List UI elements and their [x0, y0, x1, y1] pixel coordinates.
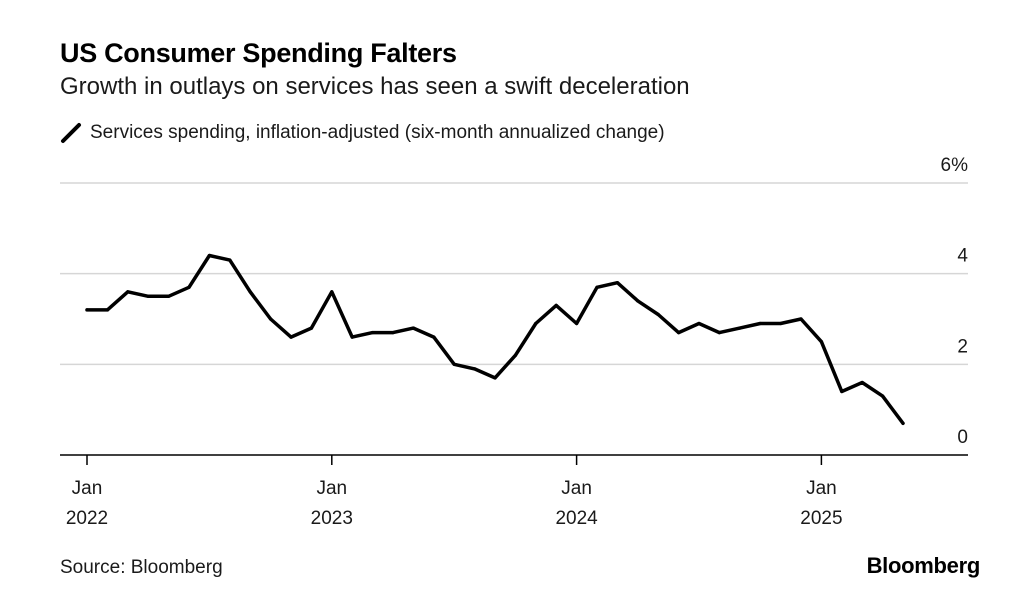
data-point [207, 253, 211, 258]
data-point [248, 290, 252, 294]
data-point [371, 331, 375, 335]
data-point [677, 331, 681, 335]
data-point [881, 394, 885, 398]
x-tick-label-month: Jan [561, 478, 592, 499]
data-point [717, 331, 722, 335]
x-tick-label-year: 2025 [800, 508, 842, 529]
data-point [85, 308, 89, 312]
data-point [901, 421, 905, 425]
data-point [697, 321, 701, 326]
data-point [411, 326, 415, 330]
x-tick-label-month: Jan [806, 478, 837, 499]
x-tick-label-year: 2023 [311, 508, 353, 529]
data-point [513, 353, 518, 357]
series-line-services-spending [85, 253, 905, 426]
data-point [289, 335, 293, 339]
x-tick-label-month: Jan [316, 478, 347, 499]
legend-label: Services spending, inflation-adjusted (s… [90, 122, 665, 143]
chart-title: US Consumer Spending Falters [60, 38, 457, 68]
data-point [452, 362, 456, 366]
data-point [534, 321, 538, 326]
y-tick-label: 4 [957, 246, 968, 267]
data-point [738, 326, 742, 330]
data-point [636, 299, 640, 303]
grid-lines [60, 182, 968, 366]
series-layer [85, 253, 905, 426]
data-point [330, 290, 334, 294]
data-point [146, 294, 150, 298]
data-point [167, 294, 171, 298]
data-point [575, 321, 579, 326]
legend: Services spending, inflation-adjusted (s… [60, 122, 665, 144]
data-point [493, 376, 497, 380]
data-point [432, 335, 436, 339]
y-tick-label: 6% [941, 155, 969, 176]
chart-subtitle: Growth in outlays on services has seen a… [60, 73, 690, 100]
legend-line-icon [61, 123, 81, 143]
data-point [187, 285, 191, 289]
data-point [595, 285, 599, 289]
data-point [228, 258, 232, 262]
data-point [126, 290, 130, 294]
data-point [350, 335, 354, 339]
x-tick-label-year: 2024 [555, 508, 598, 529]
y-tick-label: 2 [957, 336, 968, 357]
x-tick-label-month: Jan [72, 478, 103, 499]
data-point [615, 281, 620, 285]
data-point [819, 340, 824, 344]
y-tick-label: 0 [957, 427, 968, 448]
data-point [309, 326, 313, 330]
data-point [391, 331, 395, 335]
source-note: Source: Bloomberg [60, 557, 223, 578]
x-axis: Jan 2022 Jan 2023 Jan 2024 Jan 2025 [60, 454, 968, 529]
data-point [758, 321, 762, 326]
data-point [554, 303, 558, 307]
data-point [779, 321, 783, 326]
data-point [840, 389, 844, 394]
x-tick-label-year: 2022 [66, 508, 108, 529]
data-point [473, 367, 477, 371]
data-point [656, 312, 660, 317]
data-point [799, 317, 803, 321]
data-point [269, 317, 273, 321]
data-point [860, 380, 864, 385]
bloomberg-logo: Bloomberg [866, 553, 981, 578]
data-point [105, 308, 109, 312]
y-axis-labels: 0 2 4 6% [941, 155, 969, 448]
